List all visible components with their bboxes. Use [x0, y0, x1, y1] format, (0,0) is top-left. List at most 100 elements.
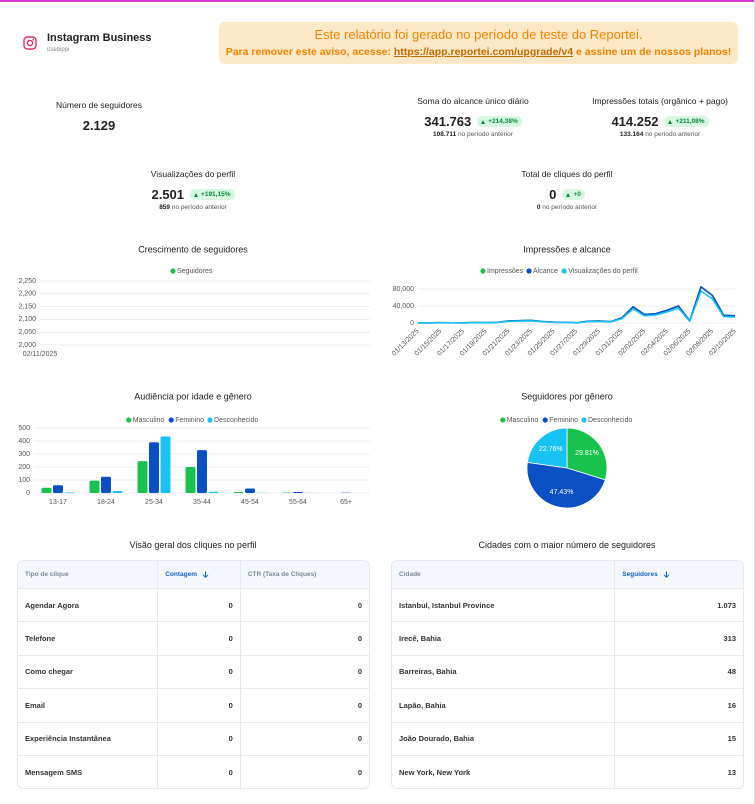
x-tick-label: 45-54 [241, 499, 259, 506]
delta-badge: +211,08% [664, 116, 709, 127]
delta-badge: +0 [562, 189, 585, 200]
legend-swatch [480, 268, 486, 274]
chart-title: Impressões e alcance [523, 244, 611, 254]
legend-swatch [170, 268, 176, 274]
legend-swatch [526, 268, 532, 274]
previous-value: 859 [159, 204, 171, 211]
delta-badge: +214,38% [477, 116, 522, 127]
cell: Experiência Instantânea [18, 721, 159, 756]
legend-label: Desconhecido [588, 417, 632, 424]
table-body: Istanbul, Istanbul Province 1.073 Irecê, B… [392, 587, 743, 789]
instagram-icon [23, 36, 37, 50]
sort-icon[interactable] [202, 571, 209, 578]
legend-label: Feminino [549, 417, 578, 424]
notice-line: Este relatório foi gerado no período de … [314, 27, 643, 42]
bar [41, 487, 52, 493]
pie-slice [566, 427, 608, 481]
x-tick-label: 02/11/2025 [23, 351, 58, 358]
bar [160, 436, 171, 493]
cell: Istanbul, Istanbul Province [392, 587, 616, 622]
y-tick-label: 80,000 [393, 286, 415, 293]
legend-swatch [207, 417, 213, 423]
bar [53, 485, 63, 493]
delta: +191,15% [201, 191, 231, 198]
bar [197, 450, 207, 493]
y-tick-label: 200 [18, 464, 30, 471]
cell: 0 [240, 654, 369, 689]
delta-badge: +191,15% [190, 189, 235, 200]
metric: Número de seguidores 2.129 [0, 100, 224, 133]
metric-title: Número de seguidores [56, 100, 142, 110]
cell: Mensagem SMS [18, 754, 159, 789]
cell: 0 [240, 621, 369, 656]
cell: New York, New York [392, 754, 616, 789]
bar [149, 442, 159, 493]
metric-title: Impressões totais (orgânico + pago) [592, 96, 728, 106]
y-tick-label: 2,000 [18, 342, 36, 349]
brand: Instagram Business [47, 32, 152, 44]
table-row: Experiência Instantânea 0 0 [18, 721, 369, 756]
table-row: Como chegar 0 0 [18, 654, 369, 689]
cell: 313 [614, 621, 743, 656]
cell: 16 [614, 688, 743, 723]
header-row: Tipo de clique Contagem CTR (Taxa de Cliqu… [18, 561, 369, 589]
x-tick-label: 13-17 [49, 499, 67, 506]
x-tick-label: 65+ [340, 499, 352, 506]
chart: Impressões e alcance Impressões Alcance Vis… [391, 244, 738, 357]
table-row: Irecê, Bahia 313 [392, 621, 743, 656]
column-header: CTR (Taxa de Cliques) [240, 561, 369, 589]
legend-swatch [542, 417, 548, 423]
y-tick-label: 2,200 [18, 291, 36, 298]
series-line [418, 290, 736, 324]
column-header: Tipo de clique [18, 561, 159, 589]
metric-value-row: 2.129 [0, 118, 224, 133]
x-tick-label: 25-34 [145, 499, 163, 506]
column-header: Contagem [157, 561, 241, 589]
notice-line: Para remover este aviso, acesse: https://… [219, 46, 738, 58]
cell: 0 [157, 754, 241, 789]
metric-value-row: 341.763 +214,38% [348, 114, 598, 129]
y-tick-label: 100 [18, 477, 30, 484]
legend-swatch [500, 417, 506, 423]
trial-notice: Este relatório foi gerado no período de … [219, 22, 738, 64]
y-tick-label: 40,000 [393, 303, 415, 310]
previous: 0 no período anterior [442, 204, 692, 211]
previous-label: no período anterior [645, 131, 701, 138]
up-icon [194, 192, 199, 197]
legend-label: Impressões [487, 268, 524, 275]
upgrade-link[interactable]: https://app.reportei.com/upgrade/v4 [393, 46, 574, 58]
table-title: Cidades com o maior número de seguidores [478, 540, 656, 550]
cell: 0 [157, 688, 241, 723]
table-row: Barreiras, Bahia 48 [392, 654, 743, 689]
account: usebippi [47, 47, 70, 53]
legend-label: Desconhecido [214, 417, 258, 424]
header-row: Cidade Seguidores [392, 561, 743, 589]
column-header: Cidade [392, 561, 616, 589]
chart: Seguidores por gênero Masculino Feminino De… [500, 391, 632, 509]
legend-swatch [561, 268, 567, 274]
sort-icon[interactable] [663, 571, 670, 578]
legend-label: Feminino [175, 417, 204, 424]
table-row: Istanbul, Istanbul Province 1.073 [392, 587, 743, 622]
cell: 0 [157, 587, 241, 622]
previous-value: 133.164 [619, 131, 644, 138]
cell: 0 [157, 621, 241, 656]
legend-label: Masculino [507, 417, 539, 424]
cell: 0 [240, 721, 369, 756]
pie-slice [526, 427, 568, 469]
cell: 1.073 [614, 587, 743, 622]
series-line [418, 286, 736, 324]
y-tick-label: 2,100 [18, 316, 36, 323]
legend-swatch [168, 417, 174, 423]
table-row: Email 0 0 [18, 688, 369, 723]
bar [185, 467, 196, 493]
column-label: Contagem [165, 571, 197, 579]
bar [101, 476, 111, 493]
y-tick-label: 300 [18, 451, 30, 458]
table-row: Agendar Agora 0 0 [18, 587, 369, 622]
table-row: Mensagem SMS 0 0 [18, 754, 369, 789]
slice-label: 22.76% [539, 446, 563, 453]
table-card: Tipo de clique Contagem CTR (Taxa de Cliqu… [17, 560, 370, 790]
previous-label: no período anterior [171, 204, 227, 211]
